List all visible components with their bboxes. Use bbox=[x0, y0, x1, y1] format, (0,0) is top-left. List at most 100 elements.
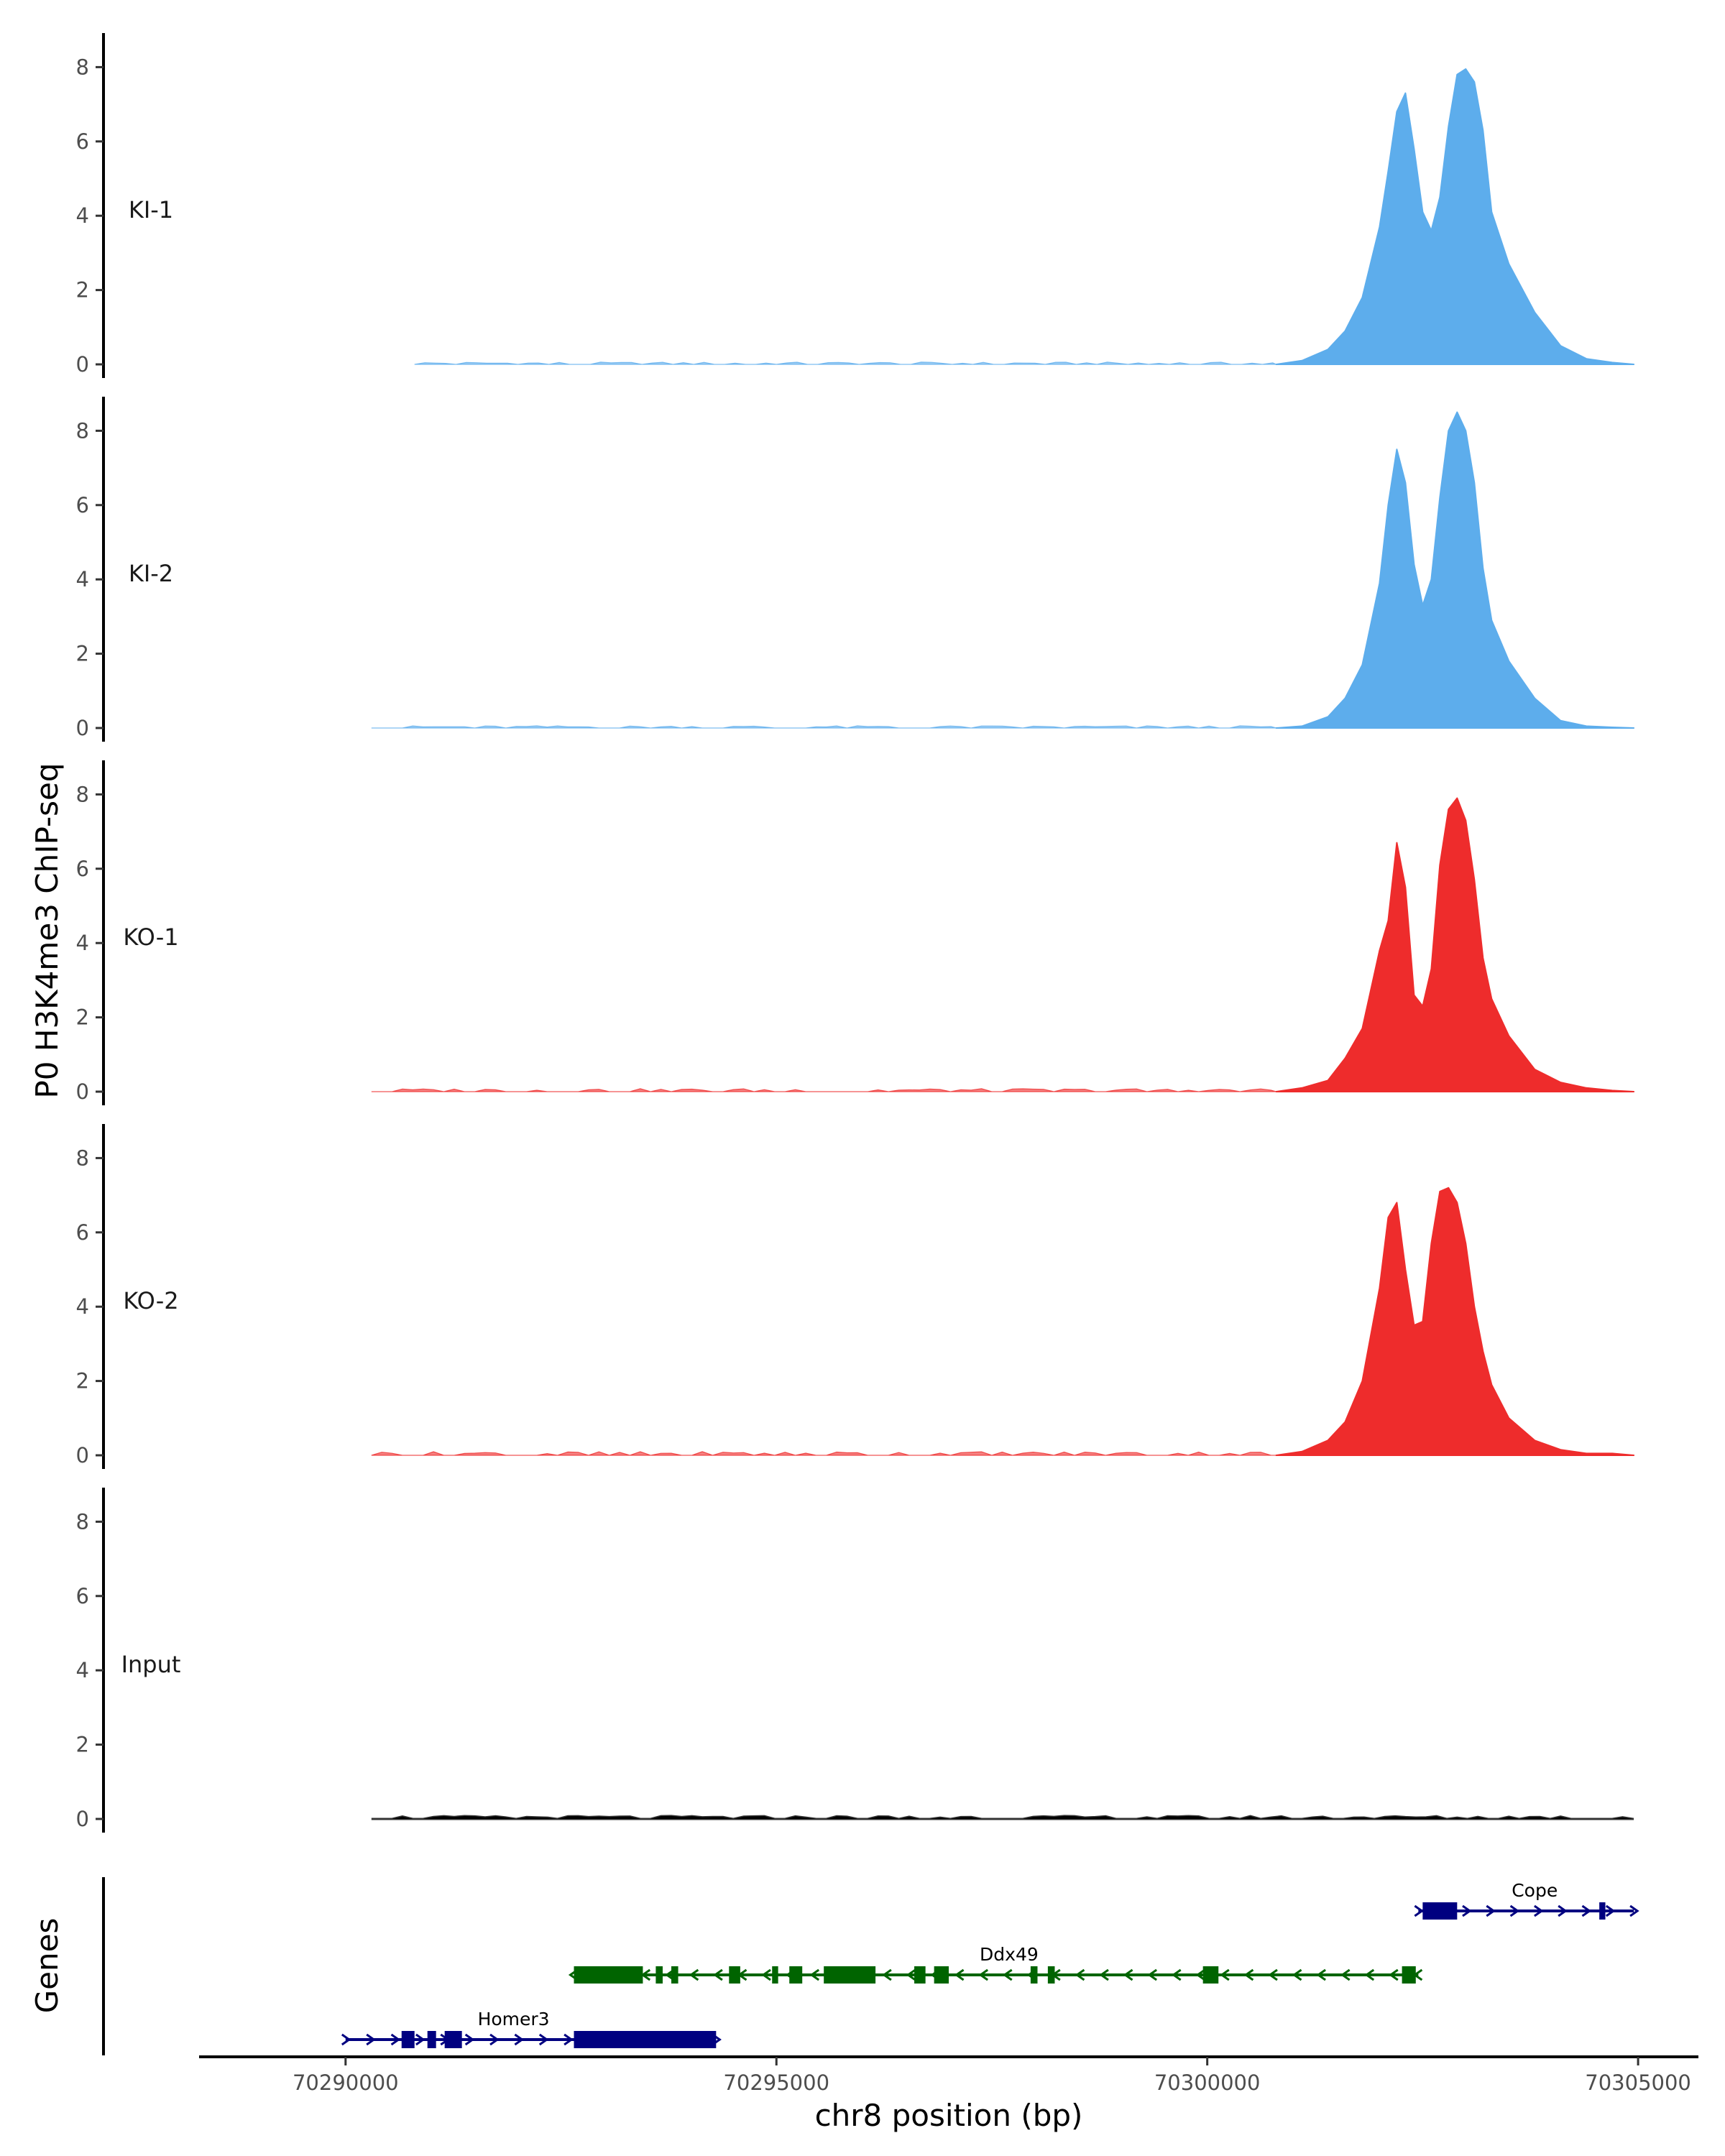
gene-exon bbox=[427, 2031, 436, 2048]
gene-exon bbox=[574, 2031, 717, 2048]
strand-arrow bbox=[464, 2033, 475, 2046]
peak-signal-area bbox=[1275, 1187, 1635, 1456]
y-tick-label: 6 bbox=[76, 857, 89, 881]
strand-arrow bbox=[761, 1968, 771, 1981]
gene-exon bbox=[401, 2031, 415, 2048]
track-label: KI-2 bbox=[129, 560, 173, 587]
strand-arrow bbox=[978, 1968, 989, 1981]
gene-exon bbox=[824, 1966, 876, 1984]
x-tick-label: 70290000 bbox=[293, 2070, 399, 2095]
x-tick-label: 70305000 bbox=[1585, 2070, 1691, 2095]
strand-arrow bbox=[415, 2033, 426, 2046]
track-ko-2: 0 2 4 6 8 KO-2 bbox=[76, 1124, 1635, 1469]
track-ki-1: 0 2 4 6 8 KI-1 bbox=[76, 33, 1635, 378]
strand-arrow bbox=[906, 1968, 916, 1981]
strand-arrow bbox=[1462, 1904, 1472, 1917]
track-input: 0 2 4 6 8 Input bbox=[76, 1488, 1634, 1833]
gene-exon bbox=[656, 1966, 663, 1984]
strand-arrow bbox=[1003, 1968, 1013, 1981]
strand-arrow bbox=[882, 1968, 892, 1981]
gene-exon bbox=[1599, 1902, 1606, 1920]
gene-annotation-track: Cope Ddx49 Homer3 70290000 70295000 70300000 7… bbox=[102, 1877, 1698, 2095]
strand-arrow bbox=[1292, 1968, 1302, 1981]
y-tick-label: 2 bbox=[76, 1733, 89, 1757]
gene-exon bbox=[729, 1966, 740, 1984]
peak-signal-area bbox=[1275, 68, 1635, 365]
gene-exon bbox=[1202, 1966, 1219, 1984]
strand-arrow bbox=[1099, 1968, 1109, 1981]
track-label: KO-2 bbox=[123, 1287, 178, 1314]
strand-arrow bbox=[489, 2033, 500, 2046]
track-ko-1: 0 2 4 6 8 KO-1 bbox=[76, 760, 1635, 1105]
y-tick-label: 6 bbox=[76, 129, 89, 154]
y-tick-label: 4 bbox=[76, 567, 89, 591]
strand-arrow bbox=[1075, 1968, 1085, 1981]
track-label: KI-1 bbox=[129, 196, 173, 224]
gene-label: Homer3 bbox=[478, 2009, 550, 2030]
y-tick-label: 8 bbox=[76, 418, 89, 443]
genes-axis-title: Genes bbox=[29, 1918, 65, 2014]
strand-arrow bbox=[341, 2033, 351, 2046]
background-signal-area bbox=[371, 1088, 1276, 1092]
y-tick-label: 8 bbox=[76, 1509, 89, 1534]
strand-arrow bbox=[514, 2033, 524, 2046]
y-tick-label: 2 bbox=[76, 1005, 89, 1030]
gene-exon bbox=[1422, 1902, 1458, 1920]
y-tick-label: 0 bbox=[76, 1079, 89, 1104]
track-ki-2: 0 2 4 6 8 KI-2 bbox=[76, 397, 1635, 742]
x-tick-label: 70295000 bbox=[723, 2070, 829, 2095]
y-tick-label: 0 bbox=[76, 352, 89, 377]
strand-arrow bbox=[1340, 1968, 1351, 1981]
background-signal-area bbox=[371, 725, 1276, 729]
signal-tracks: 0 2 4 6 8 KI-1 0 2 4 6 8 KI-2 0 2 4 6 8 KO-1 0 2 4 6 8 KO-2 0 2 4 6… bbox=[76, 33, 1635, 1833]
gene-cope: Cope bbox=[1414, 1880, 1639, 1920]
y-axis-title: P0 H3K4me3 ChIP-seq bbox=[29, 763, 65, 1098]
y-tick-label: 8 bbox=[76, 782, 89, 806]
gene-ddx49: Ddx49 bbox=[568, 1944, 1423, 1984]
y-tick-label: 8 bbox=[76, 55, 89, 79]
y-tick-label: 2 bbox=[76, 278, 89, 303]
strand-arrow bbox=[1486, 1904, 1496, 1917]
gene-exon bbox=[574, 1966, 643, 1984]
track-label: KO-1 bbox=[123, 923, 178, 951]
y-tick-label: 2 bbox=[76, 1369, 89, 1393]
y-tick-label: 4 bbox=[76, 203, 89, 228]
strand-arrow bbox=[954, 1968, 965, 1981]
gene-exon bbox=[444, 2031, 462, 2048]
strand-arrow bbox=[1147, 1968, 1157, 1981]
strand-arrow bbox=[1316, 1968, 1326, 1981]
y-tick-label: 0 bbox=[76, 716, 89, 740]
gene-label: Ddx49 bbox=[980, 1944, 1039, 1965]
x-axis-title: chr8 position (bp) bbox=[815, 2098, 1083, 2133]
strand-arrow bbox=[1364, 1968, 1375, 1981]
y-tick-label: 0 bbox=[76, 1443, 89, 1468]
strand-arrow bbox=[809, 1968, 820, 1981]
strand-arrow bbox=[366, 2033, 376, 2046]
strand-arrow bbox=[713, 1968, 723, 1981]
strand-arrow bbox=[1605, 1904, 1616, 1917]
gene-exon bbox=[1402, 1966, 1416, 1984]
y-tick-label: 2 bbox=[76, 642, 89, 666]
gene-exon bbox=[1047, 1966, 1055, 1984]
strand-arrow bbox=[1123, 1968, 1133, 1981]
strand-arrow bbox=[1268, 1968, 1278, 1981]
strand-arrow bbox=[1243, 1968, 1254, 1981]
background-signal-area bbox=[414, 361, 1276, 365]
strand-arrow bbox=[1389, 1968, 1399, 1981]
y-tick-label: 6 bbox=[76, 493, 89, 517]
y-tick-label: 6 bbox=[76, 1220, 89, 1245]
gene-exon bbox=[789, 1966, 803, 1984]
gene-exon bbox=[934, 1966, 949, 1984]
y-tick-label: 6 bbox=[76, 1584, 89, 1608]
strand-arrow bbox=[1195, 1968, 1206, 1981]
strand-arrow bbox=[390, 2033, 401, 2046]
strand-arrow bbox=[538, 2033, 549, 2046]
strand-arrow bbox=[1220, 1968, 1230, 1981]
strand-arrow bbox=[1509, 1904, 1520, 1917]
strand-arrow bbox=[689, 1968, 699, 1981]
background-signal-area bbox=[371, 1815, 1634, 1820]
strand-arrow bbox=[1534, 1904, 1544, 1917]
gene-exon bbox=[914, 1966, 926, 1984]
x-tick-label: 70300000 bbox=[1154, 2070, 1261, 2095]
